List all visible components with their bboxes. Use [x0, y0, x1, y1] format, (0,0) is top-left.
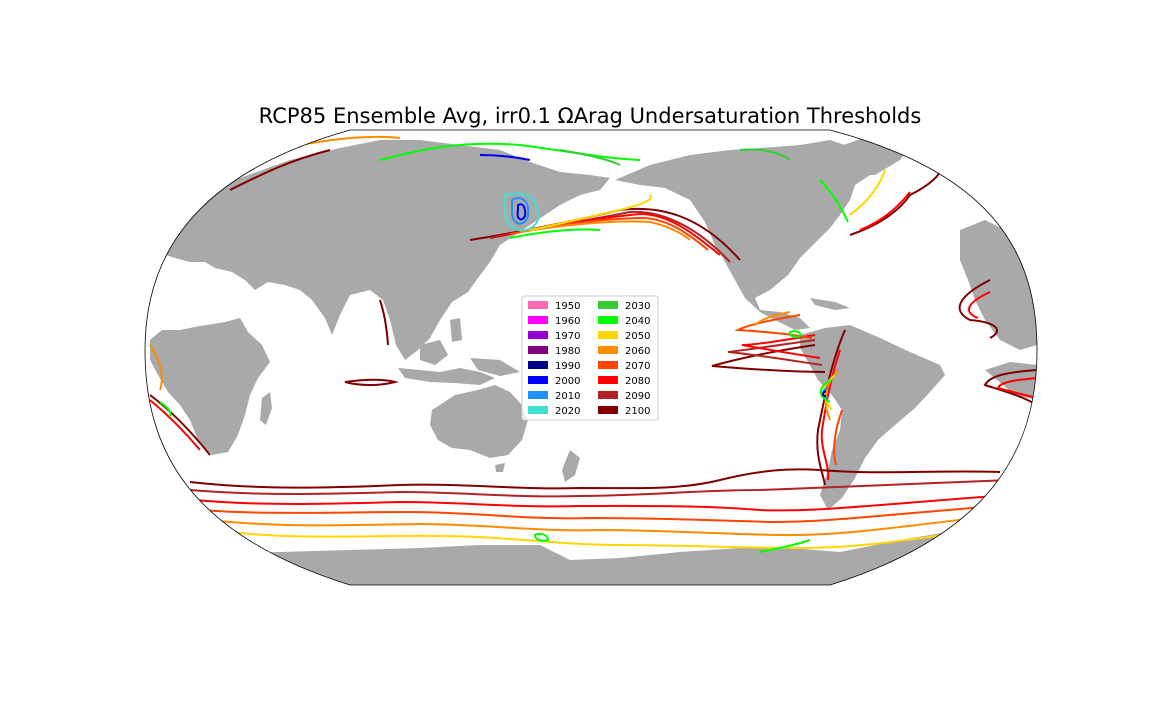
legend-label-2060: 2060: [625, 346, 650, 357]
contour-npac-2060: [519, 220, 691, 241]
contour-peru-2060: [824, 369, 839, 421]
land-philippines: [450, 318, 462, 342]
contour-atl-north-2100: [849, 169, 941, 236]
legend-label-2050: 2050: [625, 331, 650, 342]
legend-swatch-1950: [528, 301, 548, 309]
land-new-guinea: [470, 358, 520, 376]
contour-peru-1990: [822, 390, 827, 397]
contour-hudson-2030: [739, 148, 791, 161]
legend-label-1950: 1950: [555, 301, 580, 312]
contour-npac-2050: [529, 194, 652, 231]
map-title: RCP85 Ensemble Avg, irr0.1 ΩArag Undersa…: [258, 104, 922, 128]
contour-layer: [149, 135, 1037, 553]
contour-bengal-2100: [379, 299, 389, 346]
legend-label-1980: 1980: [555, 346, 580, 357]
land-tasmania: [495, 463, 505, 472]
contour-benguela-2080: [996, 377, 1037, 399]
contour-so-2070: [199, 504, 1011, 524]
land-indonesia: [398, 368, 495, 385]
legend-items: 1950 1960 1970 1980 1990 2000 2010 2020 2030 2040…: [528, 301, 650, 417]
land-eurasia: [150, 140, 610, 360]
legend-swatch-2020: [528, 406, 548, 414]
legend-label-2020: 2020: [555, 406, 580, 417]
legend-box: [521, 295, 659, 421]
legend-swatch-2000: [528, 376, 548, 384]
contour-so-2050: [229, 527, 991, 550]
contour-peru-2100: [816, 329, 846, 486]
legend-swatch-2040: [598, 316, 618, 324]
contour-arctic-2030: [559, 149, 621, 166]
legend-label-2090: 2090: [625, 391, 650, 402]
contour-atl-north-2050: [849, 169, 886, 216]
contour-epac-2100: [711, 344, 826, 373]
contour-arctic-2060: [299, 135, 401, 146]
legend-label-2000: 2000: [555, 376, 580, 387]
contour-arctic-2040: [379, 142, 641, 161]
contour-peru-2080: [820, 349, 841, 481]
legend-swatch-2060: [598, 346, 618, 354]
contour-npac-2040: [509, 228, 601, 239]
land-madagascar: [260, 392, 272, 425]
legend-swatch-1990: [528, 361, 548, 369]
contour-epac-2090: [727, 339, 823, 366]
contour-wafr-2040: [159, 401, 172, 417]
legend-swatch-1970: [528, 331, 548, 339]
legend-swatch-1960: [528, 316, 548, 324]
legend-label-2040: 2040: [625, 316, 650, 327]
land-africa: [150, 318, 270, 455]
legend-label-2010: 2010: [555, 391, 580, 402]
contour-epac-2070: [734, 314, 813, 339]
contour-epac-2060: [754, 311, 791, 326]
legend-swatch-2080: [598, 376, 618, 384]
contour-eatl-2100: [958, 279, 998, 339]
contour-chile-2070: [833, 409, 843, 466]
legend-swatch-2050: [598, 331, 618, 339]
contour-so-2080: [194, 494, 1011, 512]
legend-label-2100: 2100: [625, 406, 650, 417]
land-caribbean: [810, 298, 850, 310]
legend-label-2070: 2070: [625, 361, 650, 372]
land-north-america: [615, 140, 880, 330]
land-new-zealand: [562, 450, 580, 482]
contour-eatl-2080: [967, 291, 991, 319]
land-australia: [430, 385, 528, 458]
land-japan: [470, 232, 498, 265]
legend-label-1960: 1960: [555, 316, 580, 327]
contour-wafr-2100: [149, 394, 211, 456]
contour-so-2040: [533, 532, 550, 542]
legend-swatch-2070: [598, 361, 618, 369]
contour-so-2100: [189, 468, 1001, 490]
legend-label-1990: 1990: [555, 361, 580, 372]
contour-so-2060: [209, 514, 1001, 537]
legend-label-2080: 2080: [625, 376, 650, 387]
legend-swatch-2090: [598, 391, 618, 399]
land-antarctica: [145, 520, 1037, 585]
legend-swatch-1980: [528, 346, 548, 354]
contour-epac-2080: [741, 334, 821, 359]
contour-so-2090: [189, 479, 1011, 498]
contour-wafr-2080: [149, 399, 201, 451]
contour-okhotsk-2020: [504, 192, 540, 232]
legend-swatch-2010: [528, 391, 548, 399]
legend: 1950 1960 1970 1980 1990 2000 2010 2020 2030 2040…: [521, 295, 659, 421]
contour-wafr-2060: [149, 344, 163, 391]
contour-indian-2100: [344, 378, 399, 386]
contour-benguela-2100: [983, 369, 1037, 406]
legend-swatch-2100: [598, 406, 618, 414]
legend-label-1970: 1970: [555, 331, 580, 342]
contour-arctic-2000: [479, 154, 531, 161]
contour-okhotsk-2010: [511, 197, 530, 225]
contour-epac-2040: [788, 330, 802, 338]
contour-okhotsk-2000: [516, 203, 527, 221]
contour-atl-north-2080: [859, 191, 911, 231]
contour-arctic-2100: [229, 149, 331, 191]
contour-peru-2040: [819, 379, 833, 403]
legend-swatch-2030: [598, 301, 618, 309]
contour-atl-north-2040: [819, 179, 849, 223]
land-borneo: [420, 340, 448, 365]
contour-so-2040b: [759, 539, 811, 553]
globe-outline: [144, 129, 1038, 586]
legend-label-2030: 2030: [625, 301, 650, 312]
